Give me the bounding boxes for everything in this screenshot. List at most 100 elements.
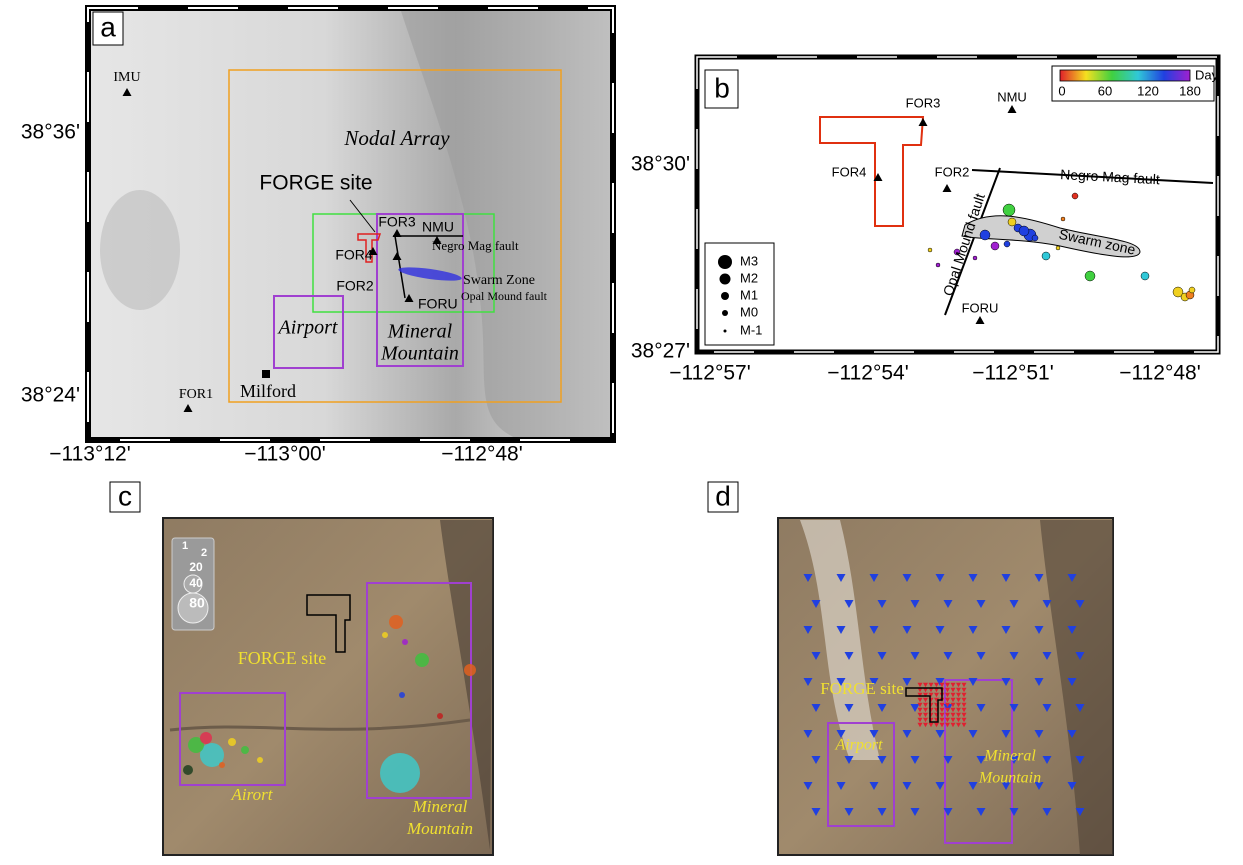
area-label: Mountain — [406, 819, 473, 838]
town-label: Milford — [240, 381, 296, 401]
fault-label: Opal Mound fault — [461, 289, 548, 303]
x-axis-label: −112°48' — [1119, 362, 1201, 385]
legend-label: M2 — [740, 270, 758, 285]
earthquake — [991, 242, 999, 250]
earthquake — [1004, 241, 1010, 247]
panel-label: b — [714, 72, 730, 103]
earthquake — [464, 664, 476, 676]
earthquake — [402, 639, 408, 645]
station-label: FOR4 — [335, 247, 373, 263]
earthquake — [382, 632, 388, 638]
panel-b: b FOR3 NMU FOR4 FOR2 Negro Mag fault Opa… — [631, 57, 1219, 385]
area-label: Mountain — [380, 343, 459, 365]
legend-label: M-1 — [740, 322, 762, 337]
area-label: Nodal Array — [343, 126, 450, 150]
panel-d: d FORGE site Airport Mineral Mountain — [708, 480, 1113, 855]
earthquake — [389, 615, 403, 629]
area-label: Mineral — [412, 797, 468, 816]
page: a IMU Nodal Array FORGE site FOR3 NMU FO… — [0, 0, 1243, 860]
colorbar-tick: 180 — [1179, 83, 1201, 98]
area-label: Airport — [277, 317, 338, 339]
legend-label: M3 — [740, 253, 758, 268]
x-axis-label: −112°54' — [827, 362, 909, 385]
y-axis-label: 38°27' — [631, 340, 690, 363]
legend-label: 1 — [182, 540, 188, 552]
legend-symbol — [722, 310, 728, 316]
earthquake — [1141, 272, 1149, 280]
station-label: IMU — [113, 70, 140, 85]
x-axis-label: −113°12' — [49, 443, 131, 466]
earthquake — [437, 713, 443, 719]
station-label: FOR1 — [179, 387, 213, 402]
earthquake — [1056, 246, 1060, 250]
panel-c: c 1 2 20 40 80 FORGE site Airort Mineral… — [110, 480, 493, 855]
terrain-shade — [100, 190, 180, 310]
earthquake — [1085, 271, 1095, 281]
colorbar-title: Day — [1195, 67, 1219, 82]
station-label: FORU — [418, 296, 458, 312]
area-label: Airort — [231, 785, 274, 804]
area-label: Mineral — [387, 321, 453, 343]
legend-symbol — [720, 274, 731, 285]
earthquake — [1042, 252, 1050, 260]
station-label: FOR3 — [378, 214, 416, 230]
earthquake — [1189, 287, 1195, 293]
colorbar — [1060, 70, 1190, 81]
earthquake — [257, 757, 263, 763]
legend-label: 2 — [201, 547, 207, 559]
earthquake — [1061, 217, 1065, 221]
swarm-label: Swarm Zone — [463, 273, 535, 288]
legend-label: M1 — [740, 287, 758, 302]
colorbar-tick: 0 — [1058, 83, 1065, 98]
panel-label: a — [100, 11, 116, 42]
earthquake — [973, 256, 977, 260]
station-label: FORU — [962, 300, 999, 315]
panel-a: a IMU Nodal Array FORGE site FOR3 NMU FO… — [21, 8, 613, 466]
station-label: FOR3 — [906, 95, 941, 110]
earthquake — [928, 248, 932, 252]
station-label: NMU — [997, 89, 1027, 104]
site-label: FORGE site — [259, 172, 372, 195]
earthquake — [1072, 193, 1078, 199]
y-axis-label: 38°30' — [631, 153, 690, 176]
earthquake — [980, 230, 990, 240]
legend-label: 20 — [189, 560, 203, 574]
legend-label: M0 — [740, 304, 758, 319]
legend-symbol — [721, 292, 729, 300]
panel-label: c — [118, 480, 132, 511]
colorbar-tick: 60 — [1098, 83, 1112, 98]
panel-label: d — [715, 480, 731, 511]
earthquake — [1003, 204, 1015, 216]
earthquake — [228, 738, 236, 746]
station-label: FOR2 — [336, 278, 374, 294]
fault-label: Negro Mag fault — [432, 238, 519, 253]
earthquake — [183, 765, 193, 775]
y-axis-label: 38°36' — [21, 121, 80, 144]
earthquake — [241, 746, 249, 754]
x-axis-label: −112°51' — [972, 362, 1054, 385]
area-label: Mineral — [983, 748, 1036, 765]
earthquake — [1019, 226, 1029, 236]
x-axis-label: −112°57' — [669, 362, 751, 385]
earthquake — [936, 263, 940, 267]
colorbar-tick: 120 — [1137, 83, 1159, 98]
legend-symbol — [718, 255, 732, 269]
earthquake — [219, 762, 225, 768]
station-label: NMU — [422, 219, 454, 235]
x-axis-label: −113°00' — [244, 443, 326, 466]
earthquake — [1032, 235, 1038, 241]
area-label: Mountain — [978, 770, 1041, 787]
legend-label: 40 — [189, 576, 203, 590]
earthquake — [200, 732, 212, 744]
station-label: FOR4 — [832, 164, 867, 179]
legend-symbol — [724, 330, 727, 333]
figure: a IMU Nodal Array FORGE site FOR3 NMU FO… — [0, 0, 1243, 860]
earthquake — [399, 692, 405, 698]
earthquake — [1008, 218, 1016, 226]
site-label: FORGE site — [820, 679, 904, 698]
milford-marker — [262, 370, 270, 378]
site-label: FORGE site — [238, 648, 327, 668]
legend-label: 80 — [189, 595, 205, 611]
area-label: Airport — [834, 737, 883, 754]
earthquake — [380, 753, 420, 793]
